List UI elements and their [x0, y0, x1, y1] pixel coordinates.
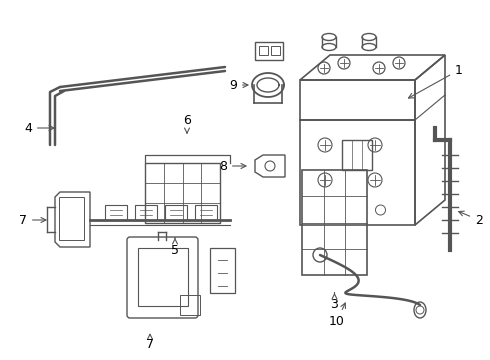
- Text: 8: 8: [219, 159, 246, 172]
- Text: 6: 6: [183, 113, 191, 133]
- Bar: [195, 205, 217, 220]
- Text: 10: 10: [329, 303, 345, 328]
- Text: 9: 9: [229, 78, 248, 91]
- Bar: [180, 295, 200, 315]
- Bar: [59, 197, 84, 240]
- Bar: [271, 46, 280, 55]
- Bar: [300, 120, 415, 225]
- Text: 7: 7: [19, 213, 46, 226]
- Bar: [165, 205, 187, 220]
- Text: 3: 3: [331, 293, 339, 311]
- Bar: [145, 163, 220, 223]
- Bar: [135, 205, 157, 220]
- Bar: [255, 42, 283, 60]
- Text: 4: 4: [24, 122, 54, 135]
- Text: 5: 5: [171, 238, 179, 257]
- Bar: [302, 170, 367, 275]
- Text: 2: 2: [459, 211, 483, 226]
- Bar: [105, 205, 127, 220]
- Bar: [300, 80, 415, 120]
- Bar: [210, 248, 235, 293]
- Text: 1: 1: [409, 63, 463, 98]
- Text: 7: 7: [146, 334, 154, 351]
- Bar: [259, 46, 268, 55]
- Bar: [138, 248, 188, 306]
- Bar: [342, 140, 372, 170]
